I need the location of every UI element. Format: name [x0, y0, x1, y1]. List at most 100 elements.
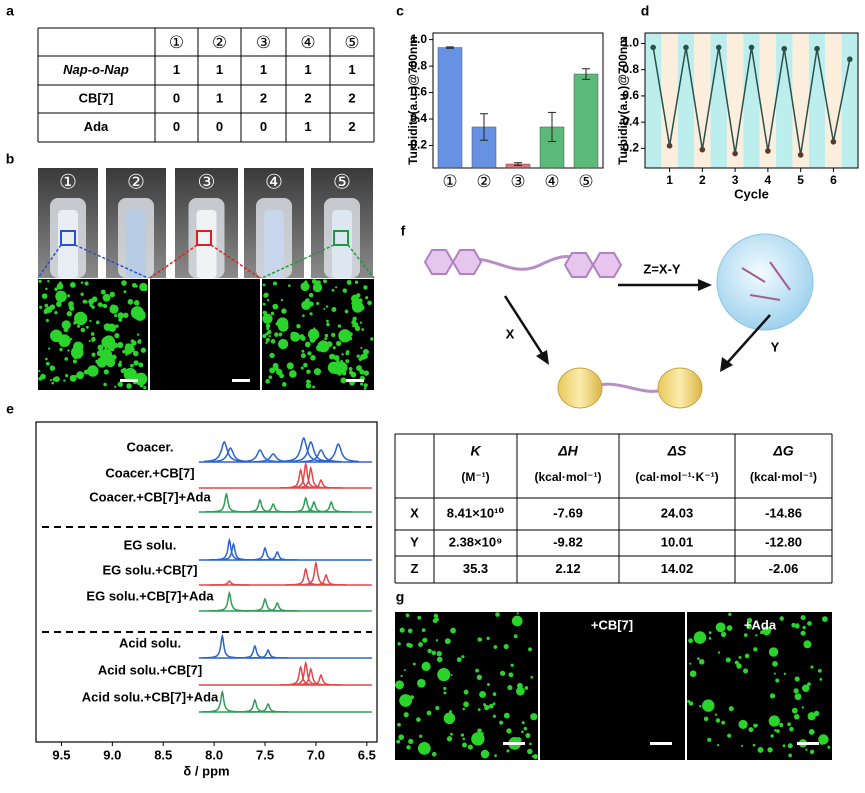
plot-frame: [644, 32, 859, 169]
peak: [256, 550, 298, 561]
column-header: ①: [169, 33, 184, 53]
y-tick-label: 0.2: [622, 141, 639, 155]
cell: 8.41×10¹⁰: [447, 505, 505, 520]
phase-band: [841, 33, 858, 168]
droplet-dot: [431, 650, 437, 656]
peak: [205, 492, 247, 513]
droplet-dot: [760, 630, 764, 635]
droplet-dot: [84, 300, 88, 304]
cell: -12.80: [765, 534, 802, 549]
y-tick-label: 1.0: [410, 32, 427, 46]
droplet-dot: [443, 686, 447, 691]
droplet-dot: [728, 612, 732, 616]
point: [699, 146, 706, 153]
droplet-dot: [104, 360, 108, 364]
peak: [290, 465, 332, 489]
droplet-dot: [708, 637, 712, 640]
droplet-dot: [417, 615, 422, 620]
droplet-dot: [84, 281, 89, 286]
cell: 24.03: [661, 505, 694, 520]
droplet-dot: [431, 751, 437, 757]
cb7-host: [657, 367, 703, 409]
spectrum-label: Acid solu.+CB[7]: [98, 662, 202, 677]
droplet-dot: [72, 359, 77, 364]
column-symbol: K: [470, 443, 481, 459]
x-tick-label: ②: [476, 172, 491, 192]
droplet-dot: [346, 280, 352, 285]
droplet-dot: [45, 318, 49, 323]
droplet-dot: [46, 361, 50, 366]
cell: 2: [348, 119, 355, 134]
phase-band: [661, 33, 678, 168]
y-axis-label: Turbidity(a.u.)@700nm: [616, 36, 630, 165]
droplet-dot: [308, 292, 314, 298]
naphthalene-left: [423, 249, 483, 275]
droplet-dot: [363, 354, 368, 359]
arrowhead: [720, 357, 733, 372]
droplet-dot: [476, 674, 483, 680]
droplet-dot: [533, 754, 538, 760]
droplet-dot: [435, 705, 440, 711]
droplet-dot: [338, 332, 347, 340]
droplet-dot: [300, 353, 306, 359]
droplet-dot: [794, 693, 802, 701]
point: [683, 44, 689, 51]
droplet-dot: [38, 369, 41, 373]
droplet-dot: [395, 680, 404, 690]
droplet-dot: [69, 374, 77, 382]
droplet-dot: [416, 717, 421, 722]
droplet-dot: [527, 748, 533, 755]
droplet-dot: [444, 638, 451, 645]
droplet-dot: [412, 662, 416, 666]
droplet-dot: [808, 728, 815, 735]
droplet-dot: [288, 284, 291, 288]
droplet-dot: [114, 313, 118, 318]
droplet-dot: [523, 726, 528, 731]
droplet-dot: [529, 742, 532, 746]
droplet-dot: [434, 617, 439, 622]
droplet-dot: [460, 733, 465, 737]
droplet-dot: [60, 291, 64, 295]
droplet-dot: [265, 337, 270, 343]
droplet-dot: [794, 676, 800, 682]
droplet-dot: [280, 299, 284, 302]
column-header: ④: [300, 33, 315, 53]
x-tick-label: 7.0: [307, 747, 325, 762]
droplet-dot: [775, 678, 780, 683]
droplet-dot: [73, 356, 77, 360]
droplet-dot: [807, 712, 816, 721]
droplet-dot: [356, 354, 360, 358]
x-tick-label: ④: [544, 172, 559, 192]
droplet-dot: [331, 332, 336, 338]
peak: [244, 546, 286, 561]
droplet-dot: [773, 672, 776, 675]
droplet-dot: [492, 692, 497, 696]
droplet-dot: [132, 350, 139, 357]
droplet-dot: [41, 293, 48, 299]
droplet-dot: [511, 615, 523, 627]
phase-band: [743, 33, 760, 168]
droplet-dot: [477, 728, 482, 734]
droplet-dot: [352, 316, 357, 322]
droplet-dot: [744, 653, 750, 659]
droplet-dot: [125, 343, 128, 346]
droplet-dot: [133, 300, 140, 306]
droplet-dot: [47, 280, 50, 283]
droplet-dot: [725, 657, 731, 663]
row-header: Ada: [84, 119, 109, 134]
droplet-dot: [521, 730, 524, 734]
droplet-dot: [721, 720, 726, 725]
naphthalene-right: [563, 252, 623, 278]
cell: 1: [173, 62, 180, 77]
droplet-dot: [265, 332, 269, 336]
droplet-dot: [727, 733, 732, 738]
droplet-dot: [45, 357, 48, 361]
droplet-dot: [693, 631, 707, 644]
droplet-dot: [358, 357, 363, 361]
peak: [290, 667, 332, 686]
point: [715, 44, 722, 51]
droplet-dot: [262, 333, 267, 339]
droplet-dot: [738, 655, 742, 659]
droplet-dot: [95, 320, 100, 325]
peak: [317, 443, 359, 463]
